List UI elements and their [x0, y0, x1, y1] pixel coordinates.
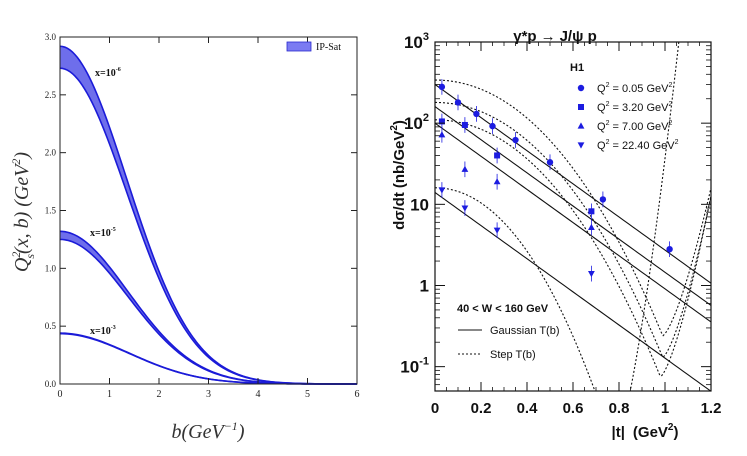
- data-point-1-4: [489, 122, 496, 130]
- data-point-3-2: [461, 165, 469, 172]
- left-x-tick-label: 6: [355, 389, 360, 400]
- left-curve-label-1: x=10-6: [95, 67, 121, 79]
- right-x-tick-label: 1.2: [701, 400, 722, 417]
- legend-label-step: Step T(b): [490, 349, 536, 361]
- left-x-tick-label: 5: [305, 389, 310, 400]
- left-curve-label-3: x=10-3: [90, 325, 116, 337]
- left-chart: 0 1 2 3 4 5 6 0.0 0.5 1.0 1.5 2.0 2.5 3.0 x=10-6 x=1…: [9, 32, 360, 443]
- legend-label-4: Q2 = 22.40 GeV2: [597, 139, 679, 152]
- data-point-3-3: [493, 178, 501, 185]
- left-band-1: [60, 46, 357, 384]
- left-band-lower-3: [59, 332, 358, 385]
- left-band-3: [60, 333, 357, 384]
- left-band-upper-2: [59, 230, 358, 385]
- data-point-1-5: [512, 136, 519, 144]
- left-y-tick-label: 0.5: [45, 321, 57, 331]
- right-x-tick-label: 0: [431, 400, 439, 417]
- right-x-tick-label: 0.6: [563, 400, 584, 417]
- right-y-tick-label: 103: [404, 31, 429, 52]
- left-x-tick-label: 4: [256, 389, 261, 400]
- data-point-3-1: [438, 131, 446, 138]
- right-x-ticks: 0 0.2 0.4 0.6 0.8 1 1.2: [431, 42, 722, 417]
- right-x-tick-label: 1: [661, 400, 669, 417]
- left-y-tick-label: 2.5: [45, 90, 57, 100]
- right-legend: Q2 = 0.05 GeV2 Q2 = 3.20 GeV2 Q2 = 7.00 Ge…: [577, 82, 679, 152]
- data-point-2-3: [494, 152, 501, 159]
- data-point-4-4: [588, 271, 595, 278]
- left-y-tick-label: 2.0: [45, 148, 57, 158]
- left-x-tick-label: 1: [107, 389, 112, 400]
- left-y-axis-title: Q2s(x, b) (GeV2): [9, 152, 37, 273]
- left-x-axis-title: b(GeV−1): [172, 419, 245, 443]
- right-data-points: [438, 79, 673, 282]
- right-model-curves: [435, 42, 711, 391]
- data-point-4-1: [438, 187, 446, 194]
- right-chart: 0 0.2 0.4 0.6 0.8 1 1.2 10-1 1 10 102 103 γ*p → J/ψ …: [389, 28, 722, 441]
- data-point-1-6: [546, 159, 554, 166]
- left-y-ticks: 0.0 0.5 1.0 1.5 2.0 2.5 3.0: [45, 32, 357, 389]
- legend-marker-1: [577, 84, 585, 92]
- data-point-1-2: [454, 99, 462, 106]
- right-y-tick-label: 1: [420, 276, 429, 295]
- left-band-2: [60, 231, 357, 384]
- left-x-tick-label: 2: [157, 389, 162, 400]
- right-plot-frame: [434, 41, 712, 392]
- gaussian-curve-4: [435, 192, 711, 391]
- gaussian-curve-3: [435, 122, 711, 323]
- data-point-1-8: [666, 245, 673, 253]
- left-legend: IP-Sat: [286, 41, 341, 53]
- left-y-tick-label: 1.0: [45, 263, 57, 273]
- right-x-tick-label: 0.4: [517, 400, 539, 417]
- data-point-1-7: [599, 196, 607, 203]
- gaussian-curve-1: [435, 83, 711, 284]
- data-point-1-3: [473, 110, 480, 118]
- right-x-tick-label: 0.2: [471, 400, 492, 417]
- data-point-2-4: [588, 208, 595, 215]
- w-range-label: 40 < W < 160 GeV: [457, 303, 549, 315]
- gaussian-curve-2: [435, 106, 711, 306]
- experiment-label: H1: [570, 62, 584, 74]
- data-point-1-1: [438, 83, 446, 91]
- left-curve-label-2: x=10-5: [90, 227, 116, 239]
- step-curve-4: [435, 42, 680, 391]
- legend-label-ipsat: IP-Sat: [316, 42, 341, 53]
- right-y-axis-title: dσ/dt(nb/GeV2): [389, 120, 408, 230]
- right-y-tick-label: 10: [410, 195, 429, 214]
- left-y-tick-label: 3.0: [45, 32, 57, 42]
- left-y-tick-label: 1.5: [45, 206, 57, 216]
- data-point-2-1: [438, 118, 445, 125]
- right-x-axis-title: |t| (GeV2): [612, 422, 679, 441]
- legend-label-gaussian: Gaussian T(b): [490, 325, 560, 337]
- right-y-tick-label: 10-1: [400, 356, 429, 377]
- right-y-tick-label: 102: [404, 112, 429, 133]
- data-point-4-3: [493, 227, 501, 234]
- data-point-2-2: [461, 121, 468, 128]
- data-point-3-4: [588, 223, 595, 230]
- left-y-tick-label: 0.0: [45, 379, 57, 389]
- left-x-tick-label: 0: [58, 389, 63, 400]
- data-point-4-2: [461, 205, 469, 212]
- legend-swatch-ipsat: [286, 41, 312, 52]
- legend-label-2: Q2 = 3.20 GeV2: [597, 101, 672, 114]
- right-chart-title: γ*p → J/ψ p: [513, 28, 597, 45]
- left-band-upper-3: [59, 332, 358, 385]
- legend-marker-2: [578, 104, 584, 110]
- right-x-tick-label: 0.8: [609, 400, 630, 417]
- legend-marker-3: [577, 122, 585, 129]
- left-x-ticks: 0 1 2 3 4 5 6: [58, 37, 360, 400]
- right-y-ticks: 10-1 1 10 102 103: [400, 31, 711, 386]
- legend-label-1: Q2 = 0.05 GeV2: [597, 82, 672, 95]
- legend-marker-4: [577, 142, 585, 149]
- left-x-tick-label: 3: [206, 389, 211, 400]
- legend-label-3: Q2 = 7.00 GeV2: [597, 120, 672, 133]
- step-curve-2: [435, 101, 711, 359]
